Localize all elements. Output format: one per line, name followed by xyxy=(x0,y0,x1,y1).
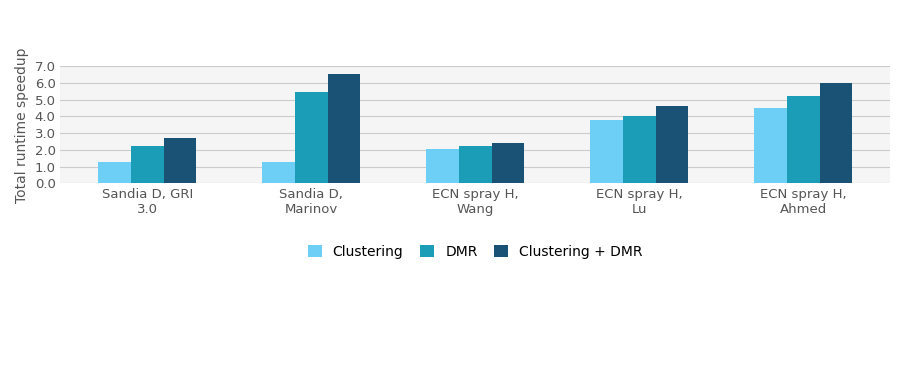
Bar xyxy=(459,147,491,183)
Bar xyxy=(426,149,459,183)
Bar xyxy=(820,83,853,183)
Bar xyxy=(131,147,164,183)
Bar xyxy=(786,96,820,183)
Bar xyxy=(328,74,360,183)
Bar xyxy=(98,161,131,183)
Bar xyxy=(262,163,295,183)
Bar xyxy=(164,138,196,183)
Bar xyxy=(623,117,655,183)
Bar xyxy=(655,105,689,183)
Bar xyxy=(295,92,328,183)
Bar xyxy=(754,108,786,183)
Legend: Clustering, DMR, Clustering + DMR: Clustering, DMR, Clustering + DMR xyxy=(302,239,648,264)
Bar xyxy=(590,120,623,183)
Bar xyxy=(491,143,524,183)
Y-axis label: Total runtime speedup: Total runtime speedup xyxy=(15,47,29,203)
Text: Speedup with different acceleration techniques: Speedup with different acceleration tech… xyxy=(81,34,607,52)
